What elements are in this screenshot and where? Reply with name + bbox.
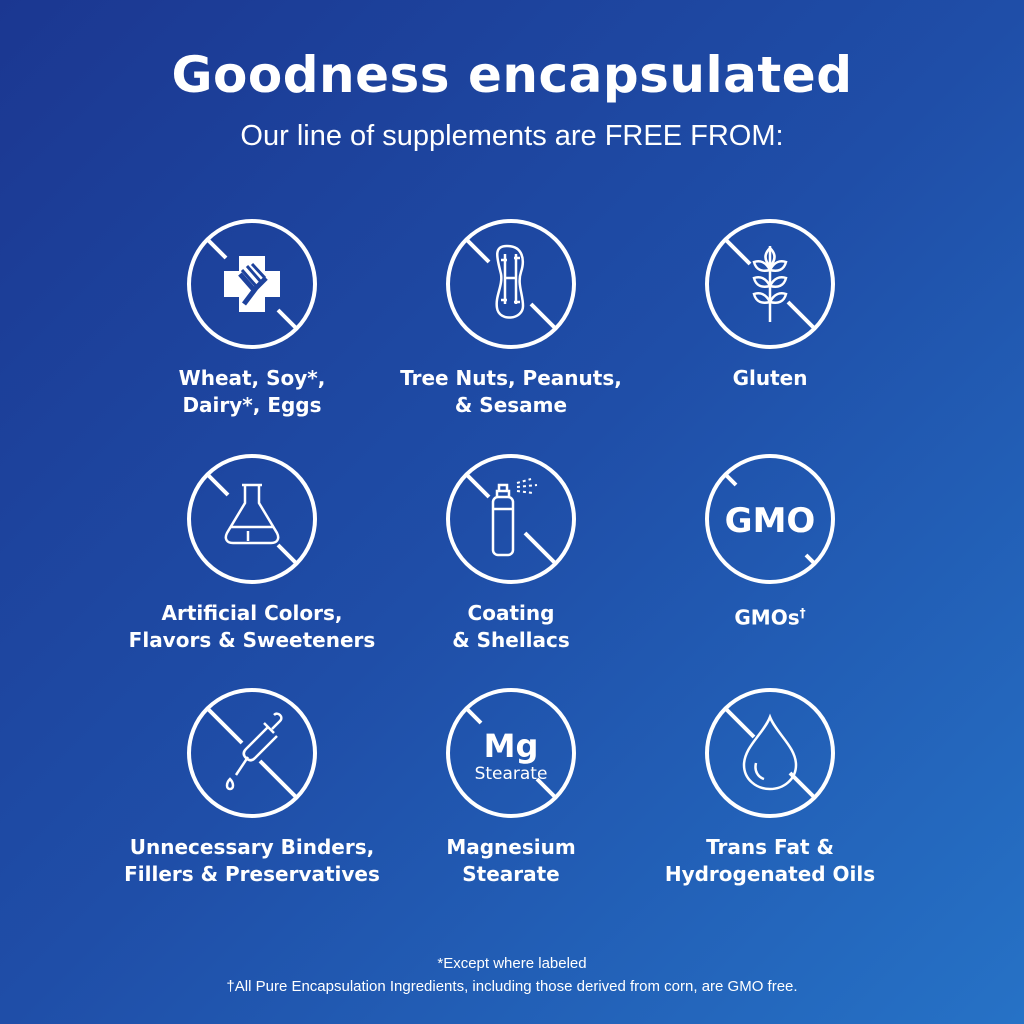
footnote-gmo: †All Pure Encapsulation Ingredients, inc… <box>226 978 798 995</box>
footnote-except: *Except where labeled <box>437 955 587 972</box>
no-mg-stearate-icon: Mg Stearate <box>446 688 576 818</box>
free-from-item-artificial: Artificial Colors, Flavors & Sweeteners <box>102 452 402 654</box>
item-label-text: GMOs <box>734 605 800 630</box>
free-from-item-gmo: GMO GMOs† <box>620 452 920 632</box>
mg-icon-text: Mg <box>484 727 539 765</box>
item-label-line2: & Shellacs <box>452 628 570 652</box>
no-wheat-icon <box>705 219 835 349</box>
free-from-item-nuts: Tree Nuts, Peanuts, & Sesame <box>361 217 661 419</box>
item-label-line1: GMOs† <box>620 600 920 632</box>
no-peanut-icon <box>446 219 576 349</box>
item-label-line1: Unnecessary Binders, <box>129 835 375 859</box>
no-oil-drop-icon <box>705 688 835 818</box>
item-label-sup: † <box>799 606 806 620</box>
item-label-line2: Dairy*, Eggs <box>182 393 322 417</box>
free-from-item-coating: Coating & Shellacs <box>361 452 661 654</box>
item-label-line2: Stearate <box>462 862 560 886</box>
item-label-line1: Magnesium <box>446 835 576 859</box>
page-title: Goodness encapsulated <box>171 46 853 104</box>
item-label-line1: Coating <box>467 601 555 625</box>
gmo-icon-text: GMO <box>725 501 816 541</box>
no-flask-icon <box>187 454 317 584</box>
item-label-line1: Wheat, Soy*, <box>178 366 326 390</box>
stearate-icon-text: Stearate <box>475 764 548 784</box>
item-label-line2: Hydrogenated Oils <box>664 862 876 886</box>
item-label-line1: Trans Fat & <box>706 835 834 859</box>
item-label-line2: Fillers & Preservatives <box>124 862 380 886</box>
page-subtitle: Our line of supplements are FREE FROM: <box>240 120 784 152</box>
free-from-item-gluten: Gluten <box>620 217 920 392</box>
free-from-item-mg-stearate: Mg Stearate Magnesium Stearate <box>361 686 661 888</box>
item-label-line2: & Sesame <box>454 393 568 417</box>
no-gmo-icon: GMO <box>705 454 835 584</box>
no-allergen-cross-fork-icon <box>187 219 317 349</box>
no-spray-icon <box>446 454 576 584</box>
item-label-line1: Artificial Colors, <box>161 601 343 625</box>
free-from-item-trans-fat: Trans Fat & Hydrogenated Oils <box>620 686 920 888</box>
item-label-line1: Tree Nuts, Peanuts, <box>400 366 622 390</box>
item-label-line1: Gluten <box>732 366 808 390</box>
no-dropper-icon <box>187 688 317 818</box>
item-label-line2: Flavors & Sweeteners <box>128 628 376 652</box>
free-from-item-allergens: Wheat, Soy*, Dairy*, Eggs <box>102 217 402 419</box>
free-from-item-binders: Unnecessary Binders, Fillers & Preservati… <box>102 686 402 888</box>
